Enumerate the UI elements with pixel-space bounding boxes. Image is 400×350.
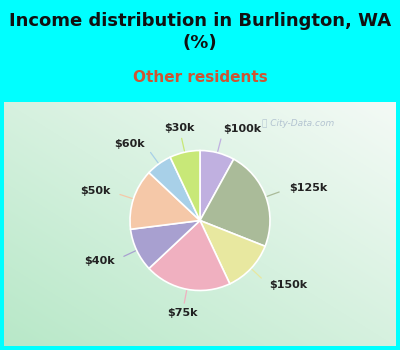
Text: $150k: $150k — [269, 280, 307, 290]
Text: $100k: $100k — [224, 124, 262, 134]
Wedge shape — [200, 150, 234, 220]
Wedge shape — [170, 150, 200, 220]
Wedge shape — [149, 220, 230, 290]
Text: $60k: $60k — [114, 139, 144, 149]
Wedge shape — [130, 173, 200, 229]
Text: Other residents: Other residents — [133, 70, 267, 85]
Text: $50k: $50k — [80, 186, 110, 196]
Wedge shape — [130, 220, 200, 268]
Text: ⓘ City-Data.com: ⓘ City-Data.com — [262, 119, 334, 128]
Text: $125k: $125k — [289, 183, 327, 194]
Text: $40k: $40k — [84, 256, 114, 266]
Text: Income distribution in Burlington, WA
(%): Income distribution in Burlington, WA (%… — [9, 12, 391, 52]
Wedge shape — [200, 159, 270, 246]
Wedge shape — [149, 157, 200, 220]
Text: $30k: $30k — [164, 123, 194, 133]
Wedge shape — [200, 220, 265, 284]
Text: $75k: $75k — [167, 308, 198, 319]
